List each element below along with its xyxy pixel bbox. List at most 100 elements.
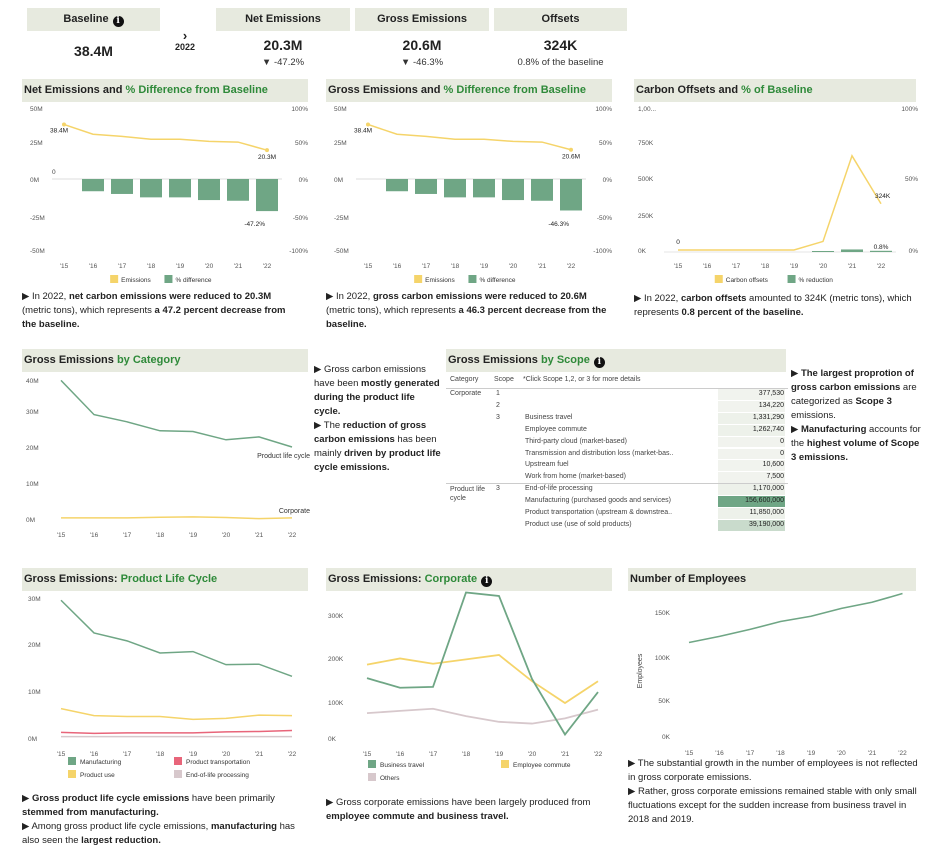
play-icon: ▶ [314,420,322,431]
kpi-baseline-value: 38.4M [74,43,113,59]
scope-cell[interactable]: 2 [496,401,500,409]
y-tick-label: 50M [334,106,347,113]
x-tick-label: '15 [57,751,66,758]
legend-swatch [68,770,76,778]
scope-cell[interactable]: 1 [496,390,500,397]
table-row[interactable]: Product use (use of sold products) 39,190… [446,519,788,532]
y-tick-label: -25M [334,215,349,222]
x-tick-label: '22 [567,263,576,270]
x-tick-label: '17 [429,751,438,758]
y-axis-label: Employees [637,653,644,688]
plc-chart[interactable]: 30M 20M 10M 0M '15 '16 '17 '18 '19 '20 '21 '22 Manuf… [22,591,314,789]
offsets-chart[interactable]: 1,00... 750K 500K 250K 0K 100% 50% 0% 0 324K 0.8% '… [634,102,926,290]
legend-label: Product transportation [186,759,250,766]
y-tick-label: 20M [26,445,39,452]
y2-tick-label: 0% [909,248,919,255]
y2-tick-label: 100% [595,106,612,113]
value-cell-bg [718,412,785,424]
series-line-0 [60,379,293,448]
scope-cell[interactable]: 3 [496,485,500,493]
difference-bar [169,179,191,198]
x-tick-label: '22 [594,751,603,758]
difference-bar [502,179,524,201]
table-row[interactable]: Employee commute 1,262,740 [446,424,788,437]
emissions-line [367,123,572,151]
table-row[interactable]: 3 Business travel 1,331,290 [446,412,788,425]
kpi-gross-change: ▼ -46.3% [400,57,444,68]
y-tick-label: 750K [638,140,654,147]
table-row[interactable]: Transmission and distribution loss (mark… [446,448,788,461]
x-tick-label: '19 [495,751,504,758]
y-tick-label: 0K [328,736,337,743]
value-cell: 156,600,000 [745,497,784,505]
table-row[interactable]: Product transportation (upstream & downs… [446,508,788,520]
kpi-net-header: Net Emissions [216,8,350,31]
table-row[interactable]: Third-party cloud (market-based) 0 [446,436,788,449]
table-row[interactable]: Product life cycle 3 End-of-life processin… [446,484,788,502]
info-icon[interactable]: i [481,576,493,587]
table-divider [446,483,788,485]
end-pct-label: 0.8% [874,244,889,251]
scope-table[interactable]: Category Scope *Click Scope 1,2, or 3 fo… [446,374,788,544]
series-line-0 [60,599,293,678]
x-tick-label: '21 [255,751,264,758]
x-tick-label: '20 [837,750,846,757]
legend-swatch [110,275,119,283]
table-row[interactable]: 2 134,220 [446,400,788,413]
table-row[interactable]: Upstream fuel 10,600 [446,460,788,472]
end-pct-label: -46.3% [548,221,569,228]
gross-chart[interactable]: 50M 25M 0M -25M -50M 100% 50% 0% -50% -100% 38.4M 2… [326,102,618,290]
y-tick-label: 50K [658,698,670,705]
info-icon[interactable]: i [593,357,605,368]
reduction-bar [812,251,834,252]
info-icon[interactable]: i [112,16,124,27]
start-label: 38.4M [50,127,68,134]
corp-chart[interactable]: 300K 200K 100K 0K '15 '16 '17 '18 '19 '20 '21 '22 Bu… [326,591,618,789]
table-row[interactable]: Corporate 1 377,530 [446,389,788,401]
year-label: 2022 [174,42,196,52]
table-row[interactable]: Manufacturing (purchased goods and servi… [446,496,788,508]
table-header-scope: Scope [494,376,514,383]
legend-label: % difference [479,277,515,284]
x-tick-label: '17 [422,263,431,270]
chevron-right-icon[interactable]: › [182,28,188,43]
end-label: 20.6M [562,154,580,161]
x-tick-label: '22 [263,263,272,270]
y2-tick-label: -100% [289,248,308,255]
value-cell: 377,530 [758,390,784,397]
gross-note: ▶ In 2022, gross carbon emissions were r… [326,291,607,330]
kpi-gross-value: 20.6M [402,37,442,53]
item-cell: Business travel [525,413,573,421]
y-tick-label: 1,00... [638,106,656,113]
legend-swatch [174,757,182,765]
difference-bar [444,179,466,198]
item-cell: Manufacturing (purchased goods and servi… [525,497,671,505]
category-chart[interactable]: 40M 30M 20M 10M 0M Product life cycle Corporat… [22,372,314,544]
y2-tick-label: 100% [901,106,918,113]
employees-note: ▶ The substantial growth in the number o… [628,758,918,825]
table-row[interactable]: Work from home (market-based) 7,500 [446,472,788,484]
year-selector[interactable]: › 2022 [172,28,198,52]
emissions-point [265,148,269,153]
x-tick-label: '19 [189,532,198,539]
employees-chart[interactable]: 150K 100K 50K 0K Employees '15 '16 '17 '18 '19 '20… [628,591,920,759]
kpi-offsets-header: Offsets [494,8,627,31]
play-icon: ▶ [314,364,322,375]
scope-cell[interactable]: 3 [496,413,500,421]
net-chart[interactable]: 50M 25M 0M -25M -50M 100% 50% 0% -50% -100% 38.4M 2… [22,102,314,290]
legend-label: Employee commute [513,762,571,769]
series-line-1 [61,516,293,520]
offsets-panel-header: Carbon Offsets and % of Baseline [634,79,916,102]
item-cell: Employee commute [525,425,587,433]
y-tick-label: 300K [328,613,344,620]
legend-label: Emissions [425,277,455,284]
difference-bar [198,179,220,201]
y-tick-label: 150K [655,610,671,617]
plc-note: ▶ Gross product life cycle emissions hav… [22,793,295,846]
emissions-point [569,147,573,152]
y-tick-label: 30M [28,596,41,603]
series-label: Corporate [279,508,310,515]
x-tick-label: '16 [396,751,405,758]
value-cell: 134,220 [758,401,784,409]
y-tick-label: 0M [334,177,343,184]
